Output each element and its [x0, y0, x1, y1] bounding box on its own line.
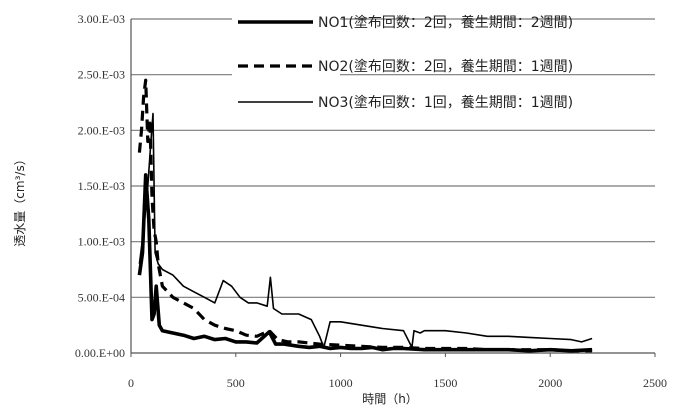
y-tick-label: 1.00.E-03 — [78, 235, 125, 249]
series-layer — [137, 78, 593, 353]
series-line-1 — [137, 173, 593, 353]
y-tick-label: 2.00.E-03 — [78, 123, 125, 137]
ticks-layer: 0.00.E+00 5.00.E-04 1.00.E-03 1.50.E-03 2.00… — [75, 12, 667, 390]
x-tick-label: 0 — [128, 376, 134, 390]
y-tick-label: 5.00.E-04 — [78, 290, 125, 304]
series-line-2 — [137, 78, 593, 353]
x-tick-label: 1500 — [433, 376, 457, 390]
y-tick-label: 1.50.E-03 — [78, 179, 125, 193]
x-tick-label: 1000 — [329, 376, 353, 390]
axes-layer — [130, 19, 655, 354]
x-tick-label: 500 — [227, 376, 245, 390]
grid-layer — [131, 18, 655, 298]
y-tick-label: 2.50.E-03 — [78, 68, 125, 82]
legend-label-1: NO1(塗布回数：2回，養生期間：2週間) — [318, 14, 573, 31]
y-tick-label: 0.00.E+00 — [75, 346, 125, 360]
legend-label-3: NO3(塗布回数：1回，養生期間：1週間) — [318, 94, 573, 111]
x-tick-label: 2500 — [643, 376, 667, 390]
y-tick-label: 3.00.E-03 — [78, 12, 125, 26]
x-axis-title: 時間（h） — [362, 392, 418, 406]
x-tick-label: 2000 — [538, 376, 562, 390]
y-axis-title: 透水量（cm³/s） — [13, 153, 27, 246]
legend-label-2: NO2(塗布回数：2回，養生期間：1週間) — [318, 58, 573, 75]
legend: NO1(塗布回数：2回，養生期間：2週間) NO2(塗布回数：2回，養生期間：1週… — [232, 10, 573, 114]
series-line-3 — [138, 112, 593, 349]
